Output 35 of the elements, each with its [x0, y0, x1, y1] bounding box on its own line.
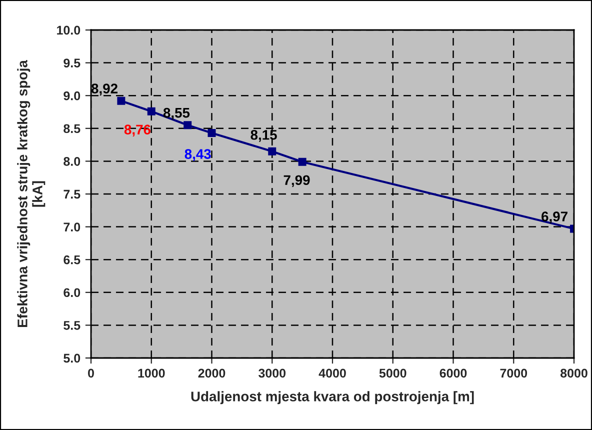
x-tick-label: 3000: [258, 368, 286, 378]
x-tick-label: 0: [88, 368, 94, 378]
y-tick-label: 5.0: [64, 354, 80, 363]
point: [268, 147, 276, 156]
y-tick-label: 6.5: [64, 255, 80, 264]
data-label: 8,43: [184, 149, 211, 161]
y-tick-label: 5.5: [64, 321, 80, 330]
point: [147, 107, 156, 116]
point: [184, 121, 192, 130]
x-tick-label: 6000: [440, 368, 467, 378]
x-tick-label: 2000: [198, 368, 226, 378]
y-tick-label: 8.0: [64, 157, 80, 166]
data-label: 8,55: [163, 108, 190, 120]
y-tick-label: 6.0: [64, 288, 80, 298]
data-label: 7,99: [284, 175, 310, 188]
x-tick-label: 7000: [500, 368, 528, 378]
point: [208, 129, 216, 137]
y-tick-label: 7.0: [64, 222, 80, 232]
y-axis-title: Efektivna vrijednost struje kratkog spoja [kA]: [17, 60, 46, 327]
data-label: 8,92: [91, 84, 118, 96]
x-tick-label: 8000: [560, 368, 588, 378]
x-tick-label: 4000: [318, 368, 346, 378]
data-label: 8,15: [250, 130, 277, 142]
y-tick-label: 7.5: [64, 190, 80, 199]
point: [117, 96, 126, 105]
x-tick-label: 1000: [138, 368, 165, 378]
y-tick-label: 9.5: [64, 58, 80, 68]
y-tick-label: 10.0: [57, 26, 80, 35]
y-tick-label: 9.0: [64, 91, 80, 100]
data-label: 8,76: [124, 124, 150, 137]
x-axis-title: Udaljenost mjesta kvara od postrojenja [m]: [191, 391, 474, 404]
point: [298, 158, 306, 166]
data-label: 6,97: [542, 212, 568, 224]
y-tick-label: 8.5: [64, 124, 80, 134]
x-tick-label: 5000: [379, 368, 406, 378]
